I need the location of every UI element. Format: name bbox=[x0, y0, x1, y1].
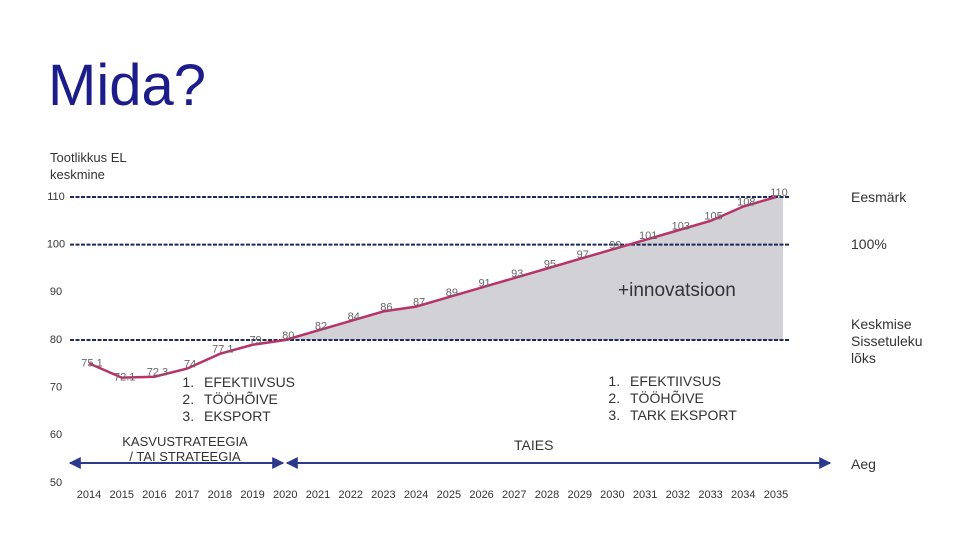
data-label: 89 bbox=[446, 287, 458, 299]
data-label: 95 bbox=[544, 258, 556, 270]
y-tick-label: 60 bbox=[50, 429, 62, 441]
data-label: 72.3 bbox=[147, 367, 168, 379]
data-label: 108 bbox=[737, 196, 755, 208]
data-label: 101 bbox=[639, 230, 657, 242]
data-label: 87 bbox=[413, 297, 425, 309]
gap-area bbox=[285, 197, 783, 340]
slide-title: Mida? bbox=[48, 53, 206, 118]
x-tick-label: 2033 bbox=[698, 489, 722, 501]
y-axis-label: Tootlikkus EL keskmine bbox=[50, 150, 127, 182]
x-tick-label: 2035 bbox=[764, 489, 788, 501]
x-tick-label: 2018 bbox=[208, 489, 232, 501]
phase-caption: KASVUSTRATEEGIA / TAI STRATEEGIA bbox=[122, 434, 248, 464]
list-item: EKSPORT bbox=[198, 408, 295, 425]
data-label: 80 bbox=[282, 330, 294, 342]
reference-label: Keskmise Sissetuleku lõks bbox=[851, 316, 923, 366]
x-tick-label: 2023 bbox=[371, 489, 395, 501]
data-label: 99 bbox=[609, 239, 621, 251]
x-tick-label: 2021 bbox=[306, 489, 330, 501]
data-label: 82 bbox=[315, 320, 327, 332]
x-axis-label: Aeg bbox=[851, 456, 876, 472]
list-item: EFEKTIIVSUS bbox=[198, 374, 295, 391]
reference-label: 100% bbox=[851, 236, 887, 252]
x-tick-label: 2027 bbox=[502, 489, 526, 501]
x-tick-label: 2019 bbox=[240, 489, 264, 501]
x-tick-label: 2032 bbox=[666, 489, 690, 501]
y-tick-label: 80 bbox=[50, 334, 62, 346]
list-item: TÖÖHÕIVE bbox=[198, 391, 295, 408]
x-tick-label: 2015 bbox=[109, 489, 133, 501]
data-label: 77.1 bbox=[212, 344, 233, 356]
x-tick-label: 2017 bbox=[175, 489, 199, 501]
data-label: 72.1 bbox=[114, 372, 135, 384]
phase-list: EFEKTIIVSUSTÖÖHÕIVETARK EKSPORT bbox=[598, 373, 737, 424]
data-label: 86 bbox=[380, 301, 392, 313]
data-label: 84 bbox=[348, 311, 360, 323]
x-tick-label: 2026 bbox=[469, 489, 493, 501]
phase-caption: TAIES bbox=[514, 437, 554, 453]
x-tick-label: 2014 bbox=[77, 489, 101, 501]
annotation: +innovatsioon bbox=[618, 280, 736, 301]
x-tick-label: 2029 bbox=[567, 489, 591, 501]
x-tick-label: 2028 bbox=[535, 489, 559, 501]
data-label: 105 bbox=[704, 211, 722, 223]
y-tick-label: 70 bbox=[50, 382, 62, 394]
y-tick-label: 100 bbox=[47, 239, 65, 251]
data-label: 103 bbox=[672, 220, 690, 232]
x-tick-label: 2034 bbox=[731, 489, 755, 501]
list-item: EFEKTIIVSUS bbox=[624, 373, 737, 390]
y-tick-label: 90 bbox=[50, 286, 62, 298]
data-label: 97 bbox=[577, 249, 589, 261]
list-item: TÖÖHÕIVE bbox=[624, 390, 737, 407]
x-tick-label: 2016 bbox=[142, 489, 166, 501]
data-label: 91 bbox=[478, 277, 490, 289]
phase-list: EFEKTIIVSUSTÖÖHÕIVEEKSPORT bbox=[172, 374, 295, 425]
data-label: 79 bbox=[249, 335, 261, 347]
x-tick-label: 2025 bbox=[437, 489, 461, 501]
data-label: 93 bbox=[511, 268, 523, 280]
x-tick-label: 2031 bbox=[633, 489, 657, 501]
series-line bbox=[88, 195, 777, 379]
data-label: 75.1 bbox=[81, 357, 102, 369]
data-label: 74 bbox=[184, 359, 196, 371]
x-tick-label: 2030 bbox=[600, 489, 624, 501]
x-tick-label: 2022 bbox=[338, 489, 362, 501]
reference-label: Eesmärk bbox=[851, 189, 907, 205]
x-tick-label: 2020 bbox=[273, 489, 297, 501]
y-tick-label: 110 bbox=[47, 191, 65, 203]
x-tick-label: 2024 bbox=[404, 489, 428, 501]
list-item: TARK EKSPORT bbox=[624, 407, 737, 424]
data-label: 110 bbox=[770, 187, 788, 199]
y-tick-label: 50 bbox=[50, 477, 62, 489]
